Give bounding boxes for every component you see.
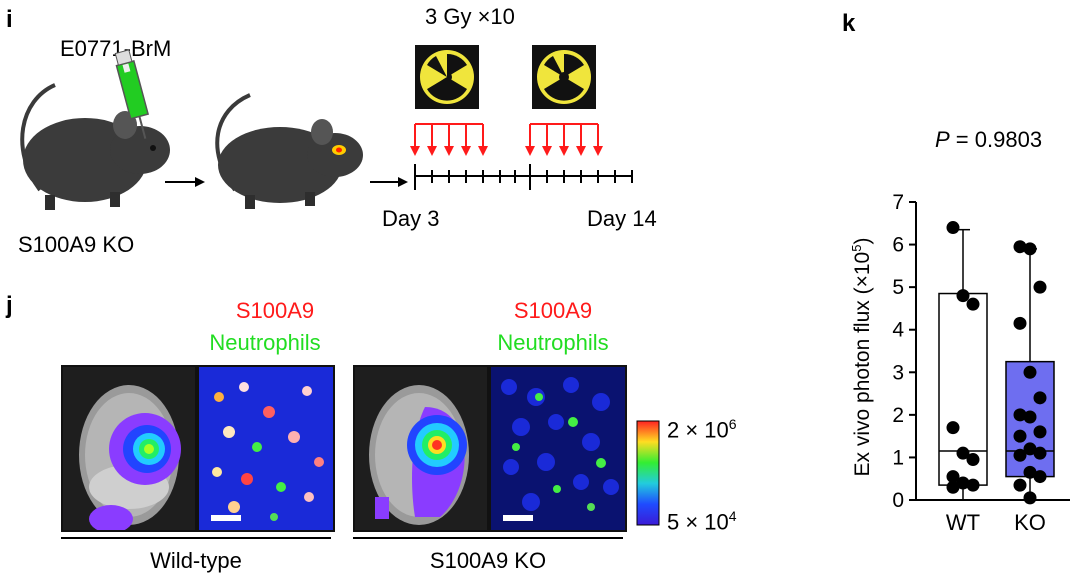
data-point (1033, 391, 1047, 405)
dosing-arrows-week2 (525, 123, 603, 156)
timeline-axis (414, 164, 633, 190)
y-tick-label: 0 (892, 489, 904, 512)
y-tick-label: 7 (892, 191, 904, 214)
stain-red-label: S100A9 (513, 298, 593, 323)
data-point (966, 297, 980, 311)
colorbar-max-exponent: 6 (728, 416, 737, 432)
group-label-ko: S100A9 KO (429, 548, 547, 573)
data-point (946, 470, 960, 484)
fluorescence-image-ko (489, 365, 627, 532)
mouse-genotype-label: S100A9 KO (18, 232, 135, 257)
scale-bar (503, 515, 533, 521)
y-tick-label: 5 (892, 276, 904, 299)
group-underline-ko (353, 537, 623, 539)
y-axis-title-text: Ex vivo photon flux (×10 (851, 251, 874, 477)
data-point (1023, 442, 1037, 456)
panel-letter-k: k (842, 10, 856, 37)
y-tick-label: 2 (892, 404, 904, 427)
colorbar-min-base: 5 × 10 (667, 509, 729, 535)
data-point (946, 480, 960, 494)
data-point (1013, 316, 1027, 330)
data-point (1033, 280, 1047, 294)
p-value-label: P = 0.9803 (935, 127, 1042, 153)
box-plot: 0 1 2 3 4 5 6 7 WT KO (892, 191, 1070, 535)
radiation-icon (532, 45, 596, 109)
mouse-icon (215, 93, 363, 209)
data-point (956, 289, 970, 303)
colorbar (636, 420, 660, 526)
x-category-label: KO (1014, 510, 1046, 535)
dose-label: 3 Gy ×10 (425, 4, 515, 29)
day-end-label: Day 14 (587, 206, 657, 231)
day-start-label: Day 3 (382, 206, 440, 231)
data-point (1023, 242, 1037, 256)
data-point (956, 476, 970, 490)
data-point (1023, 491, 1037, 505)
data-point (1033, 470, 1047, 484)
data-point (1033, 425, 1047, 439)
panel-letter-i: i (6, 6, 13, 33)
data-point (1033, 446, 1047, 460)
data-point (1013, 429, 1027, 443)
stain-red-label: S100A9 (235, 298, 315, 323)
p-symbol: P (935, 127, 950, 152)
group-underline-wt (61, 537, 331, 539)
colorbar-max-label: 2 × 106 (667, 416, 737, 443)
data-point (966, 478, 980, 492)
data-point (946, 421, 960, 435)
colorbar-max-base: 2 × 10 (667, 417, 729, 443)
group-label-wt: Wild-type (150, 548, 242, 573)
cell-line-label: E0771-BrM (60, 36, 172, 61)
data-point (1023, 410, 1037, 424)
data-point (1013, 448, 1027, 462)
radiation-icon (415, 45, 479, 109)
y-tick-label: 6 (892, 234, 904, 257)
data-point (1023, 465, 1037, 479)
y-axis-title-close: ) (851, 237, 874, 245)
colorbar-min-exponent: 4 (728, 508, 737, 524)
x-category-label: WT (946, 510, 980, 535)
y-tick-label: 3 (892, 361, 904, 384)
fluorescence-image-wt (197, 365, 335, 532)
arrow-icon (370, 177, 408, 187)
data-point (946, 221, 960, 235)
stain-green-label: Neutrophils (209, 330, 321, 355)
stain-green-label: Neutrophils (497, 330, 609, 355)
y-tick-label: 4 (892, 319, 904, 342)
data-point (956, 446, 970, 460)
data-point (1013, 478, 1027, 492)
data-point (1013, 240, 1027, 254)
scale-bar (211, 515, 241, 521)
mouse-icon (20, 83, 170, 210)
dosing-arrows-week1 (410, 123, 488, 156)
data-point (966, 453, 980, 467)
y-axis-title: Ex vivo photon flux (×105) (849, 207, 875, 507)
y-axis-title-exponent: 5 (849, 244, 864, 252)
panel-letter-j: j (6, 292, 13, 319)
arrow-icon (165, 177, 205, 187)
data-point (1023, 365, 1037, 379)
schematic-diagram (20, 45, 633, 210)
data-point (1013, 408, 1027, 422)
p-value: = 0.9803 (949, 127, 1043, 152)
bli-brain-image-ko (353, 365, 489, 532)
bli-brain-image-wt (61, 365, 197, 532)
y-tick-label: 1 (892, 446, 904, 469)
colorbar-min-label: 5 × 104 (667, 508, 737, 535)
syringe-icon (114, 49, 150, 139)
